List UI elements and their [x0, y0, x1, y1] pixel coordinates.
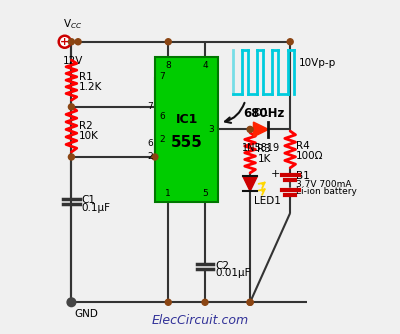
Text: 7: 7 — [159, 72, 165, 81]
Circle shape — [165, 299, 171, 305]
Text: 680Hz: 680Hz — [243, 107, 284, 120]
Text: 6: 6 — [159, 112, 165, 121]
Text: 3.7V 700mA: 3.7V 700mA — [296, 180, 352, 189]
Circle shape — [67, 298, 76, 307]
Text: 1: 1 — [165, 189, 171, 198]
Text: 2: 2 — [159, 135, 164, 144]
Text: 4: 4 — [202, 61, 208, 70]
Text: 1N5819: 1N5819 — [242, 143, 280, 153]
Text: 1.2K: 1.2K — [79, 82, 102, 92]
Circle shape — [68, 39, 74, 45]
Circle shape — [287, 39, 293, 45]
Circle shape — [165, 39, 171, 45]
Text: GND: GND — [75, 309, 99, 319]
Text: C1: C1 — [82, 195, 96, 205]
Text: 6: 6 — [148, 139, 153, 148]
Text: B1: B1 — [296, 171, 310, 181]
Circle shape — [247, 299, 253, 305]
Text: 1K: 1K — [258, 155, 271, 164]
Text: 5: 5 — [202, 189, 208, 198]
Text: ElecCircuit.com: ElecCircuit.com — [152, 314, 248, 327]
Text: 2: 2 — [148, 153, 153, 161]
Circle shape — [75, 39, 81, 45]
Text: IC1: IC1 — [176, 113, 198, 126]
Circle shape — [202, 299, 208, 305]
Circle shape — [68, 154, 74, 160]
Polygon shape — [254, 122, 268, 137]
Text: R1: R1 — [79, 72, 92, 82]
Text: 0.01μF: 0.01μF — [215, 268, 250, 278]
Text: 12V: 12V — [63, 56, 84, 66]
Text: 10Vp-p: 10Vp-p — [298, 58, 336, 68]
Text: 0.1μF: 0.1μF — [82, 203, 110, 213]
Text: 10K: 10K — [79, 131, 99, 141]
Polygon shape — [243, 176, 258, 191]
Text: R2: R2 — [79, 121, 92, 131]
Text: 8: 8 — [165, 61, 171, 70]
Text: R3: R3 — [258, 145, 271, 154]
Text: V$_{CC}$: V$_{CC}$ — [63, 17, 82, 31]
Text: 555: 555 — [171, 135, 202, 150]
Text: 7: 7 — [148, 103, 153, 111]
Circle shape — [247, 126, 253, 133]
Circle shape — [68, 104, 74, 110]
Text: 100Ω: 100Ω — [296, 151, 324, 161]
Text: R4: R4 — [296, 141, 310, 151]
Text: C2: C2 — [215, 261, 229, 271]
Circle shape — [59, 36, 71, 48]
Circle shape — [152, 154, 158, 160]
Text: Li-ion battery: Li-ion battery — [296, 187, 357, 196]
Text: +: + — [271, 169, 280, 178]
Text: 3: 3 — [209, 125, 214, 134]
FancyBboxPatch shape — [155, 57, 218, 202]
Text: D1: D1 — [254, 108, 268, 118]
Text: LED1: LED1 — [254, 196, 281, 206]
Circle shape — [247, 299, 253, 305]
Text: +: + — [60, 37, 69, 47]
